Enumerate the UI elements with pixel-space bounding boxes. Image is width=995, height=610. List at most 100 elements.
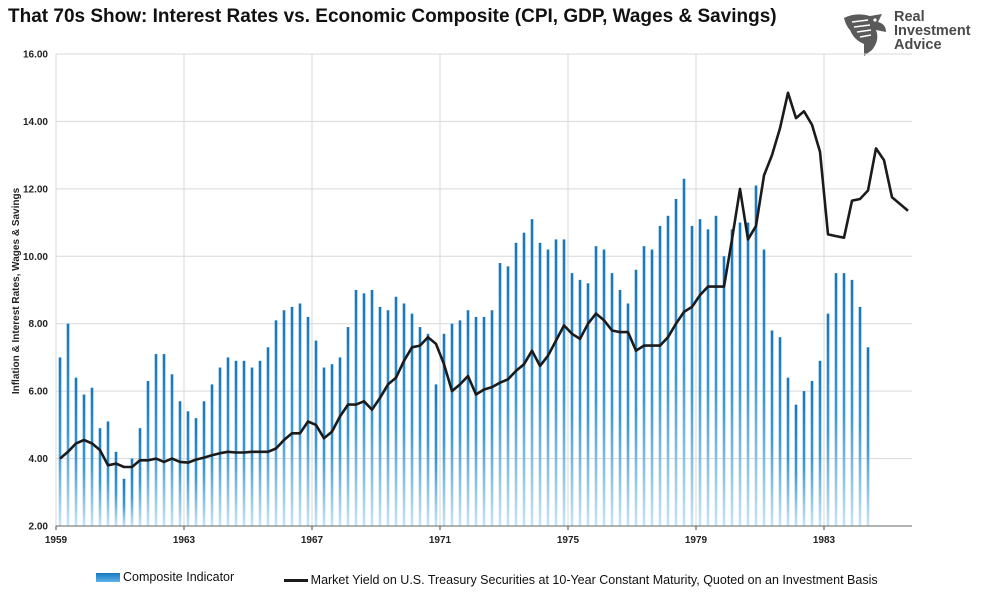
- x-tick-label: 1975: [557, 535, 580, 546]
- composite-bar: [554, 239, 558, 526]
- composite-bar: [418, 327, 422, 526]
- logo-text: Real Investment Advice: [894, 9, 971, 53]
- composite-bar: [778, 337, 782, 526]
- composite-bar: [690, 225, 694, 526]
- composite-bar: [474, 316, 478, 526]
- composite-bar: [866, 347, 870, 526]
- composite-bar: [162, 354, 166, 526]
- composite-bar: [90, 387, 94, 526]
- legend-label-yield: Market Yield on U.S. Treasury Securities…: [310, 573, 878, 587]
- composite-bar: [538, 242, 542, 527]
- composite-bar: [586, 283, 590, 526]
- composite-bar: [466, 310, 470, 526]
- composite-bar: [194, 418, 198, 526]
- composite-bar: [458, 320, 462, 526]
- composite-bar: [746, 222, 750, 527]
- composite-bar: [842, 273, 846, 526]
- composite-bar: [530, 219, 534, 526]
- composite-bar: [858, 306, 862, 526]
- composite-bar: [394, 296, 398, 526]
- composite-bar: [202, 401, 206, 526]
- composite-bar: [322, 367, 326, 526]
- composite-bar: [258, 360, 262, 526]
- composite-bar: [658, 225, 662, 526]
- composite-bar: [282, 310, 286, 526]
- composite-bar: [826, 313, 830, 526]
- composite-bar: [522, 232, 526, 526]
- composite-bar: [146, 381, 150, 526]
- x-tick-label: 1963: [173, 535, 196, 546]
- composite-bar: [402, 303, 406, 526]
- composite-bar: [834, 273, 838, 526]
- composite-bar: [434, 384, 438, 526]
- composite-bar: [66, 323, 70, 526]
- x-tick-label: 1971: [429, 535, 452, 546]
- composite-bar: [170, 374, 174, 526]
- eagle-logo-icon: [844, 14, 886, 56]
- composite-bar: [82, 394, 86, 526]
- composite-bar: [762, 249, 766, 527]
- composite-bar: [802, 391, 806, 526]
- y-tick-label: 2.00: [29, 522, 49, 533]
- logo-line-2: Investment: [894, 23, 971, 39]
- composite-bar: [682, 178, 686, 526]
- composite-bar: [234, 360, 238, 526]
- legend-item-yield: Market Yield on U.S. Treasury Securities…: [283, 573, 878, 587]
- y-axis-label: Inflation & Interest Rates, Wages & Savi…: [11, 187, 22, 394]
- composite-bar: [250, 367, 254, 526]
- chart-title: That 70s Show: Interest Rates vs. Econom…: [8, 6, 777, 27]
- composite-bar: [330, 364, 334, 526]
- composite-bar: [346, 327, 350, 526]
- x-tick-label: 1959: [45, 535, 68, 546]
- composite-bar: [314, 340, 318, 526]
- composite-bar: [98, 428, 102, 526]
- composite-bar: [786, 377, 790, 526]
- y-tick-label: 4.00: [29, 454, 49, 465]
- composite-bar: [122, 478, 126, 526]
- composite-bar: [674, 198, 678, 526]
- logo-line-1: Real: [894, 9, 925, 25]
- composite-bar: [642, 246, 646, 526]
- composite-bar: [730, 229, 734, 527]
- composite-bar: [754, 185, 758, 526]
- composite-bar: [810, 381, 814, 526]
- composite-bar: [482, 316, 486, 526]
- composite-bar: [562, 239, 566, 526]
- composite-bar: [634, 269, 638, 526]
- composite-bar: [274, 320, 278, 526]
- composite-bar: [178, 401, 182, 526]
- treasury-yield-line: [59, 91, 909, 469]
- composite-bar: [714, 215, 718, 527]
- y-tick-label: 10.00: [23, 252, 48, 263]
- composite-bar: [138, 428, 142, 526]
- yield-line-path: [59, 91, 909, 469]
- logo: Real Investment Advice: [842, 10, 982, 58]
- composite-bar: [74, 377, 78, 526]
- composite-bar: [298, 303, 302, 526]
- legend: Composite Indicator Market Yield on U.S.…: [96, 570, 924, 588]
- composite-bar: [818, 360, 822, 526]
- composite-bar: [362, 293, 366, 526]
- composite-bar: [618, 290, 622, 526]
- composite-bar: [610, 273, 614, 526]
- composite-bar: [410, 313, 414, 526]
- composite-bar: [722, 256, 726, 526]
- legend-label-composite: Composite Indicator: [123, 570, 235, 584]
- axes: 2.00 4.00 6.00 8.00 10.00 12.00 14.00 16.00 1959…: [23, 50, 912, 546]
- composite-bar: [850, 279, 854, 526]
- legend-swatch-bar: [96, 572, 120, 582]
- y-tick-label: 6.00: [29, 387, 49, 398]
- composite-bar: [490, 310, 494, 526]
- y-tick-label: 14.00: [23, 117, 48, 128]
- composite-bar: [226, 357, 230, 526]
- y-tick-label: 16.00: [23, 50, 48, 61]
- composite-bar: [450, 323, 454, 526]
- composite-bar: [106, 421, 110, 526]
- composite-bar: [602, 249, 606, 527]
- x-tick-label: 1979: [685, 535, 708, 546]
- composite-bar: [58, 357, 62, 526]
- composite-bar: [666, 215, 670, 527]
- composite-bar: [498, 263, 502, 526]
- y-tick-label: 12.00: [23, 184, 48, 195]
- composite-bar: [338, 357, 342, 526]
